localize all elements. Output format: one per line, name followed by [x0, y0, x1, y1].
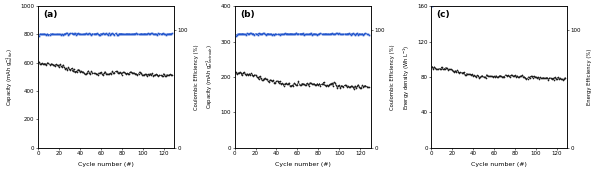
Text: (c): (c) — [437, 10, 450, 19]
Y-axis label: Capacity (mAh g$^{-1}_{electrode}$): Capacity (mAh g$^{-1}_{electrode}$) — [204, 45, 215, 109]
X-axis label: Cycle number (#): Cycle number (#) — [471, 162, 527, 167]
Y-axis label: Coulombic Efficiency (%): Coulombic Efficiency (%) — [390, 44, 395, 110]
Y-axis label: Capacity (mAh g$^{-1}_{sulfur}$): Capacity (mAh g$^{-1}_{sulfur}$) — [4, 48, 15, 106]
Text: (a): (a) — [44, 10, 58, 19]
Y-axis label: Coulombic Efficiency (%): Coulombic Efficiency (%) — [194, 44, 198, 110]
Y-axis label: Energy Efficiency (%): Energy Efficiency (%) — [587, 49, 592, 105]
X-axis label: Cycle number (#): Cycle number (#) — [78, 162, 134, 167]
Y-axis label: Energy density (Wh L$^{-1}$): Energy density (Wh L$^{-1}$) — [401, 44, 412, 110]
Text: (b): (b) — [240, 10, 254, 19]
X-axis label: Cycle number (#): Cycle number (#) — [275, 162, 331, 167]
